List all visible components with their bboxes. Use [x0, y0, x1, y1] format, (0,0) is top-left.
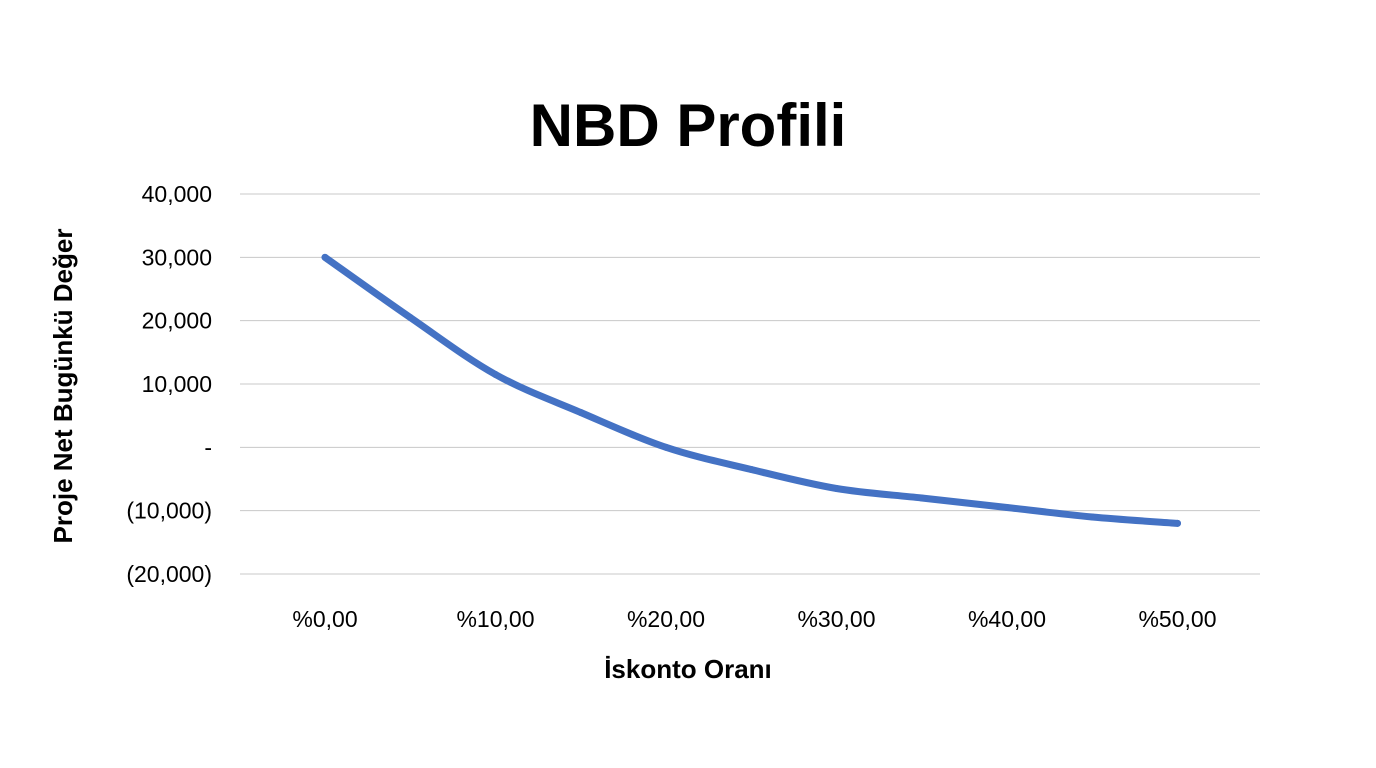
x-tick-label: %30,00 [797, 606, 875, 632]
y-tick-label: 40,000 [142, 181, 212, 207]
series-layer [321, 253, 1181, 527]
y-tick-label: 10,000 [142, 371, 212, 397]
y-axis-ticks: 40,000 30,000 20,000 10,000 - (10,000) (20,000… [126, 181, 212, 587]
series-line [321, 253, 1181, 527]
data-point [577, 409, 585, 416]
data-point [662, 443, 670, 451]
x-tick-label: %40,00 [968, 606, 1046, 632]
data-point [321, 253, 329, 261]
data-point [1088, 513, 1096, 521]
x-tick-label: %50,00 [1138, 606, 1216, 632]
data-point [833, 485, 840, 492]
y-tick-label: (20,000) [126, 561, 212, 587]
data-point [747, 466, 755, 473]
x-tick-label: %10,00 [456, 606, 534, 632]
data-point [1174, 519, 1181, 527]
chart-title: NBD Profili [530, 92, 847, 159]
x-axis-ticks: %0,00 %10,00 %20,00 %30,00 %40,00 %50,00 [292, 606, 1216, 632]
y-tick-label: 20,000 [142, 308, 212, 334]
x-axis-title: İskonto Oranı [604, 654, 772, 684]
y-tick-label: - [204, 434, 212, 460]
y-axis-title: Proje Net Bugünkü Değer [48, 229, 78, 544]
x-tick-label: %0,00 [292, 606, 357, 632]
data-point [406, 314, 414, 321]
y-tick-label: 30,000 [142, 244, 212, 270]
x-tick-label: %20,00 [627, 606, 705, 632]
data-point [1003, 504, 1011, 511]
data-point [492, 371, 499, 378]
data-point [918, 494, 926, 502]
y-tick-label: (10,000) [126, 498, 212, 524]
